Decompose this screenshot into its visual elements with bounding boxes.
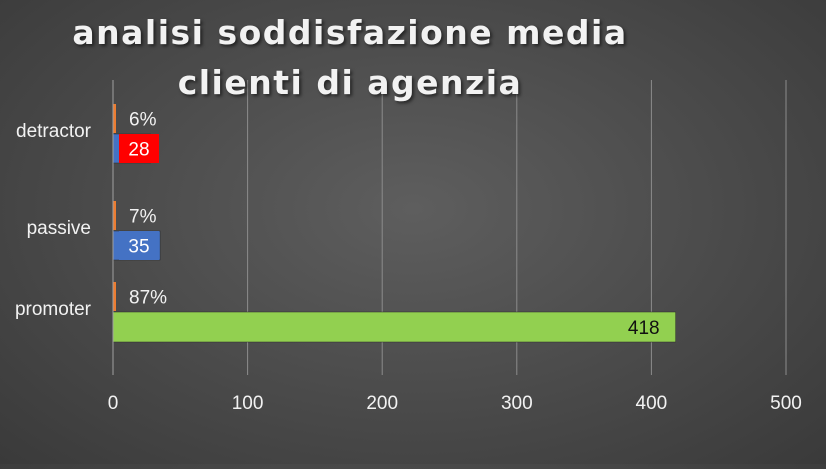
bar-count-label-box <box>119 134 159 163</box>
category-label: passive <box>27 218 91 239</box>
category-label: detractor <box>16 121 92 142</box>
bar-percent <box>113 104 116 133</box>
x-tick-label: 0 <box>108 393 119 414</box>
bar-percent-label: 6% <box>129 110 157 131</box>
x-tick-label: 100 <box>232 393 264 414</box>
bar-count <box>112 311 676 343</box>
bar-percent <box>113 282 116 311</box>
x-tick-label: 500 <box>770 393 802 414</box>
x-tick-label: 300 <box>501 393 533 414</box>
bar-percent-label: 7% <box>129 207 157 228</box>
category-label: promoter <box>15 299 92 320</box>
bar-count-label-box <box>119 231 159 260</box>
bar-count-label: 35 <box>128 237 149 258</box>
bar-percent-label: 87% <box>129 288 167 309</box>
bar-percent <box>113 201 116 230</box>
bar-count-label: 28 <box>128 140 149 161</box>
bar-count-label: 418 <box>628 318 660 339</box>
x-tick-label: 400 <box>636 393 668 414</box>
chart-title: analisi soddisfazione media clienti di a… <box>72 13 628 102</box>
x-tick-label: 200 <box>366 393 398 414</box>
